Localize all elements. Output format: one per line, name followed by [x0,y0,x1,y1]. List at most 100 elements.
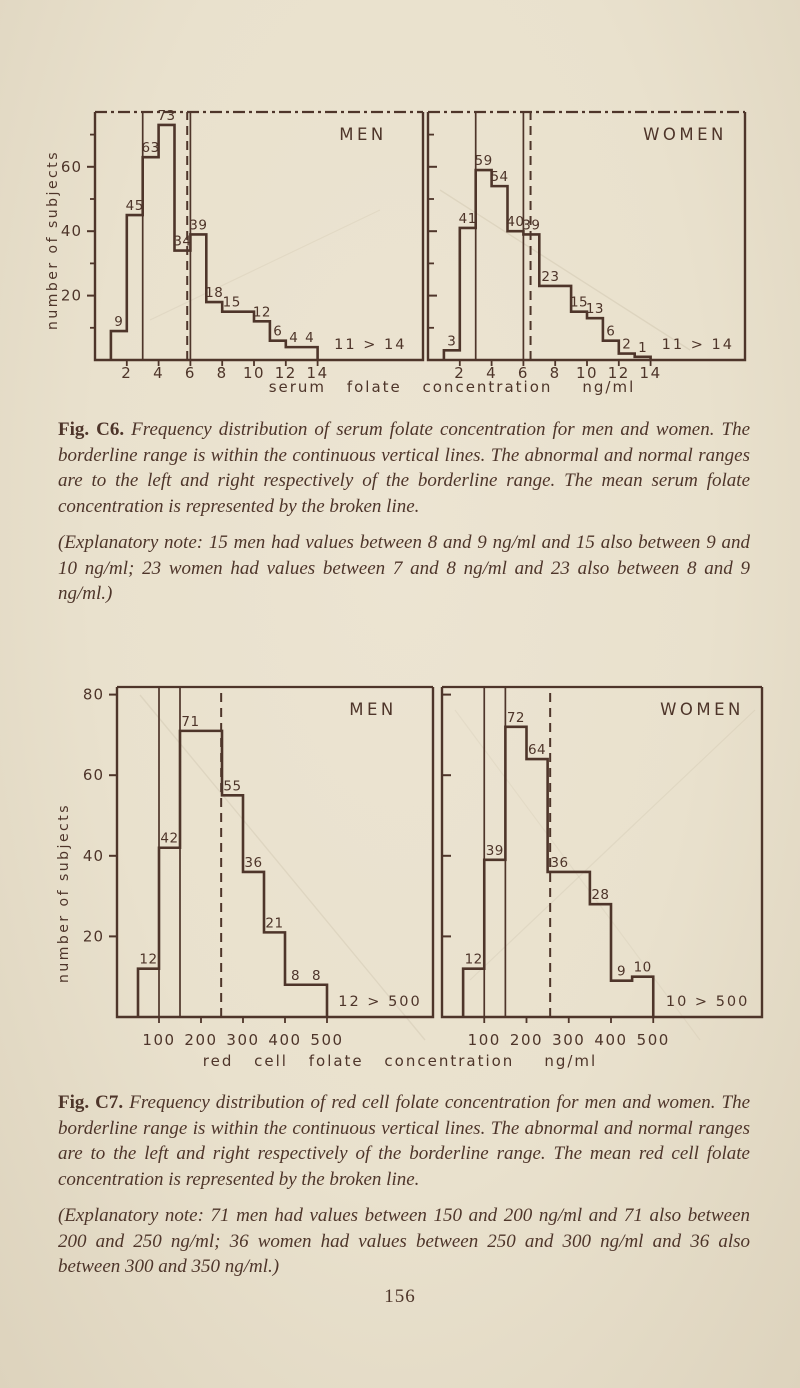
x-tick-label: 300 [552,1031,585,1049]
bar-count-label: 42 [160,831,178,847]
bar-count-label: 28 [591,887,609,903]
bar-count-label: 2 [622,337,631,353]
fig-c7-caption-block: Fig. C7. Frequency distribution of red c… [58,1090,750,1280]
bar-count-label: 64 [528,742,546,758]
fig-c6-note: (Explanatory note: 15 men had values bet… [58,532,750,604]
bar-count-label: 8 [291,968,300,984]
show-through-artifact [454,709,701,1041]
y-tick-label: 20 [61,287,82,305]
panel-border [440,687,764,1019]
histogram-outline [442,168,652,360]
bar-count-label: 34 [173,234,191,250]
x-tick-label: 100 [142,1031,175,1049]
x-tick-label: 200 [184,1031,217,1049]
bar-count-label: 15 [223,295,241,311]
fig-c7-label: Fig. C7. [58,1092,124,1113]
bar-count-label: 36 [550,855,568,871]
x-tick-label: 100 [468,1031,501,1049]
y-tick-label: 20 [83,927,104,945]
fig-c6-caption-block: Fig. C6. Frequency distribution of serum… [58,417,750,607]
bar-count-label: 39 [522,217,540,233]
x-tick-label: 4 [486,364,497,382]
y-axis-label: number of subjects [45,150,61,330]
bar-count-label: 39 [486,843,504,859]
show-through-artifact [469,709,756,981]
x-tick-label: 400 [268,1031,301,1049]
show-through-artifact [139,694,426,1041]
y-tick-label: 40 [83,847,104,865]
bar-count-label: 1 [638,340,647,356]
bar-count-label: 45 [126,198,144,214]
bar-count-label: 55 [223,778,241,794]
fig-c6-chart: number of subjects serum folate concentra… [45,108,747,396]
x-tick-label: 14 [640,364,662,382]
histogram-outline [136,729,329,1017]
x-tick-label: 14 [307,364,329,382]
bar-count-label: 6 [606,324,615,340]
fig-c7-note: (Explanatory note: 71 men had values bet… [58,1205,750,1277]
x-tick-label: 12 [608,364,630,382]
show-through-artifact [439,189,691,351]
fig-c7-caption-text: Frequency distribution of red cell folat… [58,1092,750,1190]
x-axis-label: serum folate concentration ng/ml [269,378,636,396]
x-tick-label: 2 [454,364,465,382]
panel-title: MEN [339,125,387,144]
bar-count-label: 21 [265,915,283,931]
bar-count-label: 12 [139,952,157,968]
y-tick-label: 60 [83,766,104,784]
x-tick-label: 10 [576,364,598,382]
bar-count-label: 41 [459,211,477,227]
bar-count-label: 10 [634,960,652,976]
fig-c6-label: Fig. C6. [58,419,125,440]
bar-count-label: 73 [157,108,175,124]
show-through-artifact [149,209,381,321]
bar-count-label: 9 [114,314,123,330]
fig-c6-caption: Fig. C6. Frequency distribution of serum… [58,417,750,519]
x-tick-label: 4 [153,364,164,382]
histogram-outline [461,725,655,1017]
y-axis-label: number of subjects [56,803,72,983]
bar-count-label: 12 [253,304,271,320]
bar-count-label: 36 [244,855,262,871]
bar-count-label: 12 [465,952,483,968]
x-tick-label: 300 [226,1031,259,1049]
bar-count-label: 39 [189,217,207,233]
y-tick-label: 40 [61,222,82,240]
fig-c7-chart: number of subjects red cell folate concen… [56,686,764,1070]
bar-count-label: 23 [541,269,559,285]
y-tick-label: 60 [61,158,82,176]
y-tick-label: 80 [83,686,104,704]
fig-c6-caption-text: Frequency distribution of serum folate c… [58,419,751,517]
panel-title: MEN [349,700,397,719]
bar-count-label: 40 [506,214,524,230]
x-tick-label: 8 [217,364,228,382]
bar-count-label: 72 [507,710,525,726]
panel-title: WOMEN [643,125,727,144]
bar-count-label: 15 [570,295,588,311]
bar-count-label: 8 [312,968,321,984]
x-tick-label: 10 [243,364,265,382]
x-tick-label: 200 [510,1031,543,1049]
x-tick-label: 12 [275,364,297,382]
x-tick-label: 8 [550,364,561,382]
bar-count-label: 6 [273,324,282,340]
x-tick-label: 2 [121,364,132,382]
overflow-annotation: 11 > 14 [662,337,734,353]
fig-c7-caption: Fig. C7. Frequency distribution of red c… [58,1090,750,1192]
bar-count-label: 71 [181,714,199,730]
bar-count-label: 9 [617,964,626,980]
overflow-annotation: 10 > 500 [666,994,750,1010]
panel-border [93,112,425,362]
bar-count-label: 63 [142,140,160,156]
x-tick-label: 6 [185,364,196,382]
bar-count-label: 54 [490,169,508,185]
panel-title: WOMEN [660,700,744,719]
overflow-annotation: 12 > 500 [338,994,422,1010]
bar-count-label: 13 [586,301,604,317]
x-tick-label: 400 [594,1031,627,1049]
bar-count-label: 4 [305,330,314,346]
overflow-annotation: 11 > 14 [334,337,406,353]
bar-count-label: 59 [475,153,493,169]
histogram-outline [109,123,319,360]
